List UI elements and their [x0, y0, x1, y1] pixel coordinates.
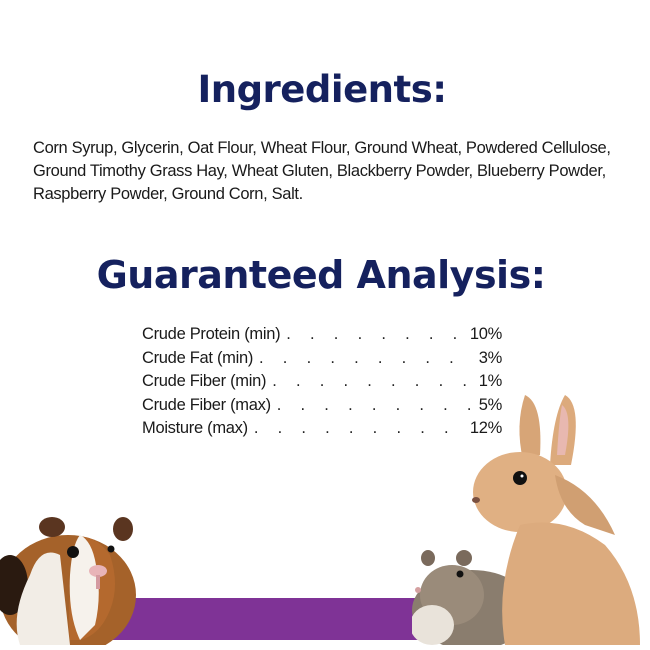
analysis-row: Crude Fat (min) . . . . . . . . . . . . …	[142, 349, 502, 373]
guinea-pig-image	[0, 517, 136, 645]
dot-leader: . . . . . . . . . . . . . . . . . . . . …	[272, 372, 473, 390]
analysis-label: Crude Fiber (max)	[142, 395, 271, 414]
purple-band	[100, 598, 430, 640]
analysis-table: Crude Protein (min) . . . . . . . . . . …	[142, 325, 502, 443]
analysis-value: 12%	[469, 419, 502, 437]
analysis-label: Crude Protein (min)	[142, 325, 281, 343]
analysis-value: 3%	[478, 348, 503, 367]
dot-leader: . . . . . . . . . . . . . . . . . . . . …	[276, 395, 473, 414]
analysis-label: Moisture (max)	[142, 419, 248, 437]
guaranteed-analysis-heading: Guaranteed Analysis:	[96, 253, 546, 297]
analysis-value: 10%	[469, 325, 502, 343]
dot-leader: . . . . . . . . . . . . . . . . . . . . …	[253, 419, 464, 437]
analysis-value: 1%	[478, 372, 503, 390]
analysis-label: Crude Fat (min)	[142, 348, 254, 367]
dot-leader: . . . . . . . . . . . . . . . . . . . . …	[286, 325, 464, 343]
rabbit-image	[472, 395, 640, 645]
dot-leader: . . . . . . . . . . . . . . . . . . . . …	[259, 348, 473, 367]
ingredients-list: Corn Syrup, Glycerin, Oat Flour, Wheat F…	[33, 139, 611, 203]
analysis-row: Crude Fiber (max) . . . . . . . . . . . …	[142, 396, 502, 420]
hamster-image	[412, 550, 532, 645]
analysis-value: 5%	[478, 395, 503, 414]
ingredients-heading: Ingredients:	[197, 68, 447, 111]
analysis-row: Crude Fiber (min) . . . . . . . . . . . …	[142, 372, 502, 396]
analysis-label: Crude Fiber (min)	[142, 372, 267, 390]
analysis-row: Crude Protein (min) . . . . . . . . . . …	[142, 325, 502, 349]
analysis-row: Moisture (max) . . . . . . . . . . . . .…	[142, 419, 502, 443]
